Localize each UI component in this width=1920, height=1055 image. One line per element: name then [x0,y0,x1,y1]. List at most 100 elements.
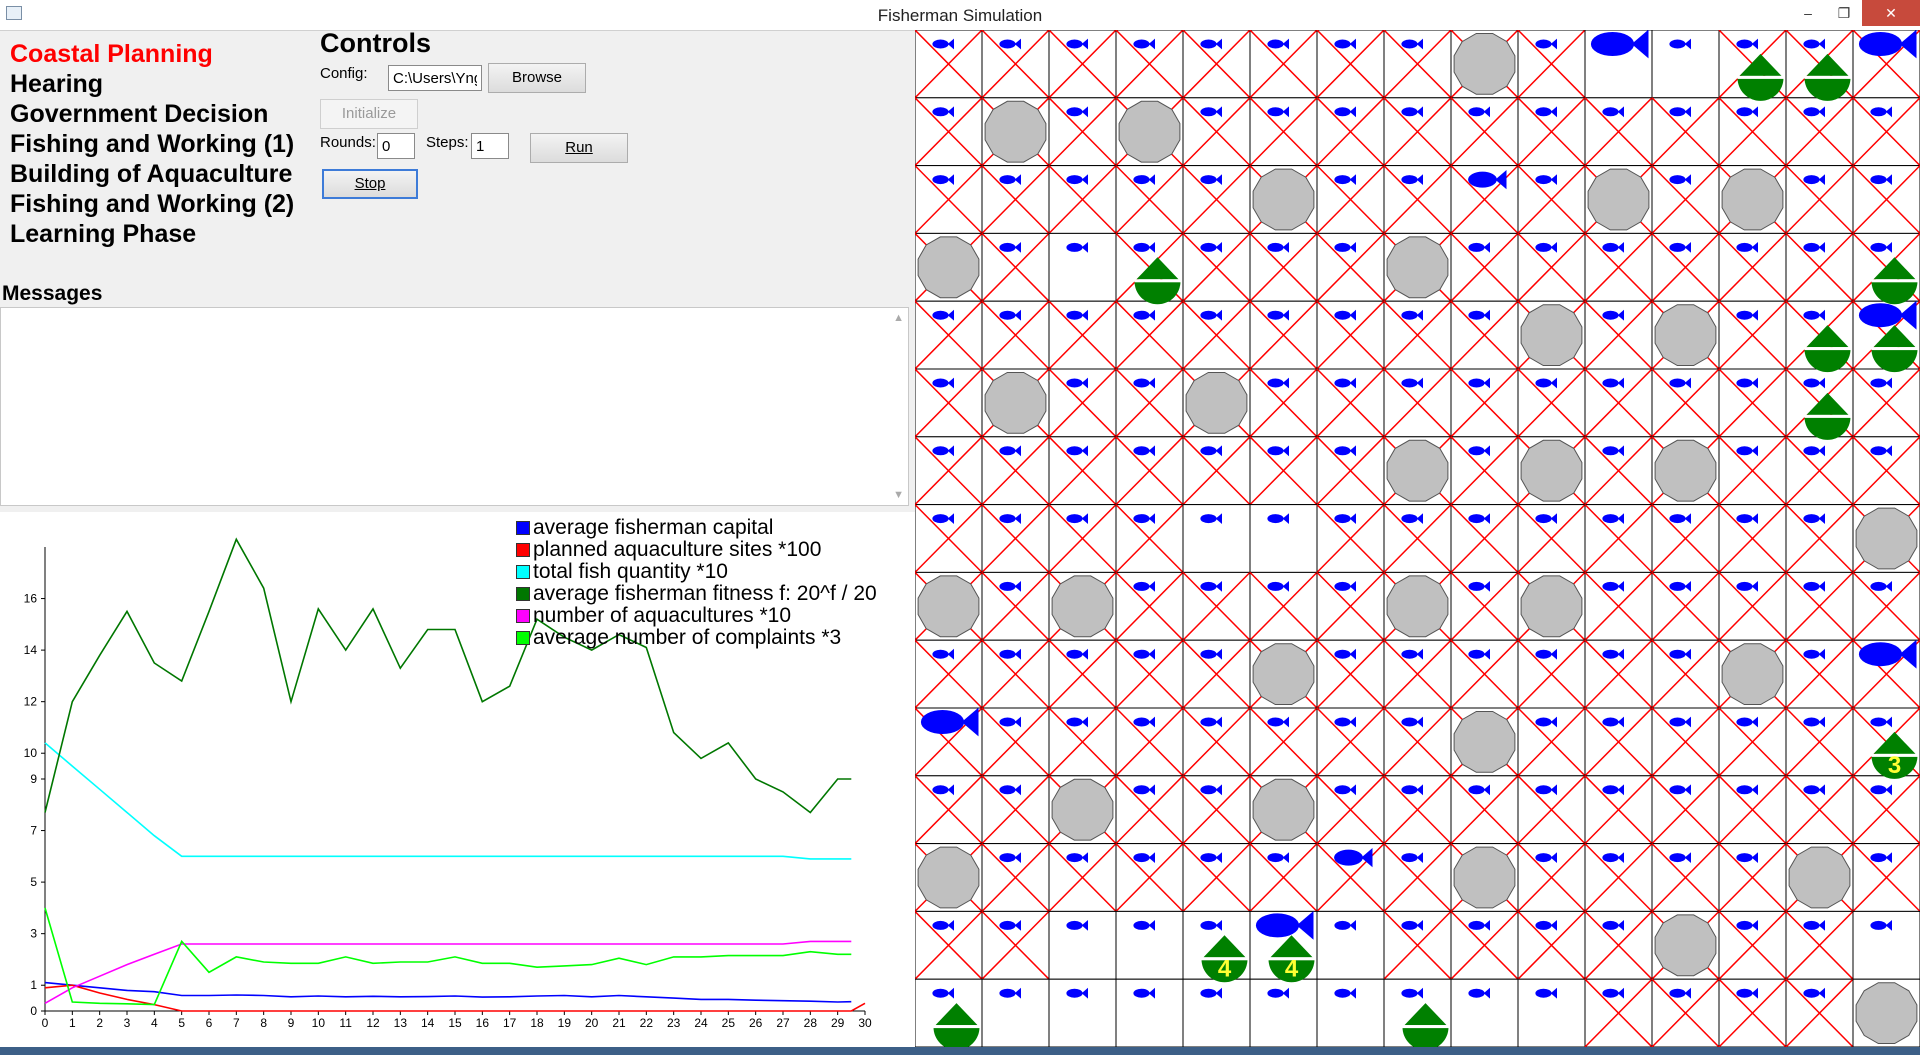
boat-sail [1806,392,1849,415]
fish-icon [1602,920,1624,931]
restricted-cross [1718,775,1787,845]
fish-tail [1416,716,1423,728]
restricted-cross [1517,165,1586,234]
fish-icon [1468,987,1490,999]
grid-cell [981,978,1050,1048]
fish-tail [1349,581,1356,592]
fish-body [1736,853,1753,863]
fish-tail [1416,648,1423,660]
fish-body [1066,717,1083,727]
restricted-cross [1852,97,1920,167]
fish-icon [1468,920,1490,931]
fish-tail [947,987,954,999]
restricted-cross [1182,29,1251,99]
fish-icon [1669,648,1691,660]
boat-hull [933,1027,980,1051]
restricted-cross [1115,504,1184,573]
fish-tail [1818,242,1825,253]
fish-tail [1684,648,1691,660]
fish-tail [1014,852,1021,863]
steps-input[interactable] [471,133,509,159]
x-tick-label: 15 [448,1016,462,1030]
fish-icon [1870,920,1892,931]
fish-body [1334,785,1351,795]
maximize-button[interactable]: ❐ [1837,5,1851,21]
grid-cell [1048,232,1117,302]
boat-count-label: 4 [1218,955,1232,982]
config-path-input[interactable] [388,65,482,91]
fish-tail [1818,648,1825,660]
fish-icon [999,174,1021,185]
restricted-cross [1517,843,1586,912]
restricted-cross [1584,910,1653,980]
fish-icon [1200,852,1222,863]
rock-icon [1520,439,1583,502]
close-button[interactable]: ✕ [1862,0,1920,26]
fish-icon [1267,242,1289,253]
initialize-button[interactable]: Initialize [320,99,418,129]
restricted-cross [1517,775,1586,845]
fish-body [999,310,1016,320]
fish-icon [1066,309,1088,321]
fish-body [1468,171,1497,188]
stop-button[interactable]: Stop [322,169,418,199]
restricted-cross [914,436,983,506]
scroll-down-icon[interactable]: ▼ [893,489,904,501]
restricted-cross [1316,707,1385,777]
scroll-up-icon[interactable]: ▲ [893,312,904,324]
fish-body [1736,920,1753,930]
fish-body [1133,378,1150,388]
restricted-cross [1182,707,1251,777]
fish-icon [1066,242,1088,253]
fish-tail [1148,716,1155,728]
fish-icon [999,716,1021,728]
fish-body [1200,649,1217,659]
fish-body [1133,581,1150,591]
rock-icon [917,236,980,299]
fish-tail [1483,106,1490,118]
restricted-cross [1785,504,1854,573]
fish-body [999,785,1016,795]
messages-log[interactable]: ▲ ▼ [0,307,909,506]
restricted-cross [1316,232,1385,302]
restricted-cross [1584,232,1653,302]
fish-tail [1550,513,1557,524]
fish-icon [1803,920,1825,931]
simulation-grid[interactable]: 3 4 4 [914,29,1920,1051]
fish-tail [1148,242,1155,253]
fish-body [1133,920,1150,930]
fish-tail [961,707,979,737]
x-tick-label: 0 [42,1016,49,1030]
rounds-input[interactable] [377,133,415,159]
minimize-button[interactable]: – [1804,5,1812,21]
restricted-cross [914,639,983,709]
restricted-cross [1785,232,1854,302]
run-button[interactable]: Run [530,133,628,163]
rock-icon [1654,304,1717,366]
restricted-cross [1316,300,1385,370]
fish-icon [1736,987,1758,999]
restricted-cross [1718,843,1787,912]
fish-tail [1684,852,1691,863]
fish-tail [1751,106,1758,118]
fish-icon [1736,242,1758,253]
fish-body [1468,310,1485,320]
fish-body [1803,581,1820,591]
fish-icon [1133,377,1155,389]
fish-icon [1468,170,1507,190]
browse-button[interactable]: Browse [488,63,586,93]
grid-cell [1450,978,1519,1048]
fish-icon [1334,513,1356,524]
fish-icon [932,309,954,321]
fish-tail [1617,784,1624,796]
fish-icon [1803,581,1825,592]
fish-body [1669,39,1686,49]
fish-body [1803,649,1820,659]
fish-body [1803,39,1820,49]
y-tick-label: 9 [30,772,37,786]
restricted-cross [1048,300,1117,370]
fish-body [1870,175,1887,185]
restricted-cross [914,775,983,845]
fish-icon [1334,174,1356,185]
fish-body [1736,310,1753,320]
